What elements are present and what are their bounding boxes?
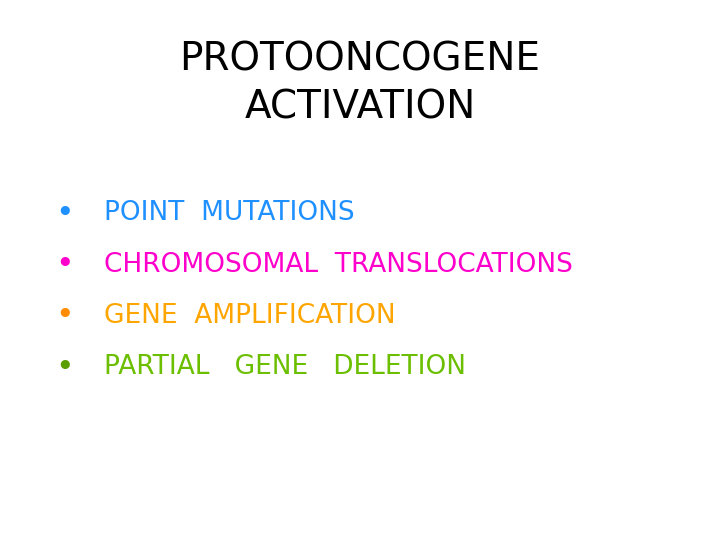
Text: POINT  MUTATIONS: POINT MUTATIONS xyxy=(104,200,355,226)
Text: •: • xyxy=(55,352,74,383)
Text: PROTOONCOGENE
ACTIVATION: PROTOONCOGENE ACTIVATION xyxy=(179,40,541,127)
Text: CHROMOSOMAL  TRANSLOCATIONS: CHROMOSOMAL TRANSLOCATIONS xyxy=(104,252,573,278)
Text: •: • xyxy=(55,198,74,229)
Text: GENE  AMPLIFICATION: GENE AMPLIFICATION xyxy=(104,303,396,329)
Text: PARTIAL   GENE   DELETION: PARTIAL GENE DELETION xyxy=(104,354,467,380)
Text: •: • xyxy=(55,300,74,332)
Text: •: • xyxy=(55,249,74,280)
